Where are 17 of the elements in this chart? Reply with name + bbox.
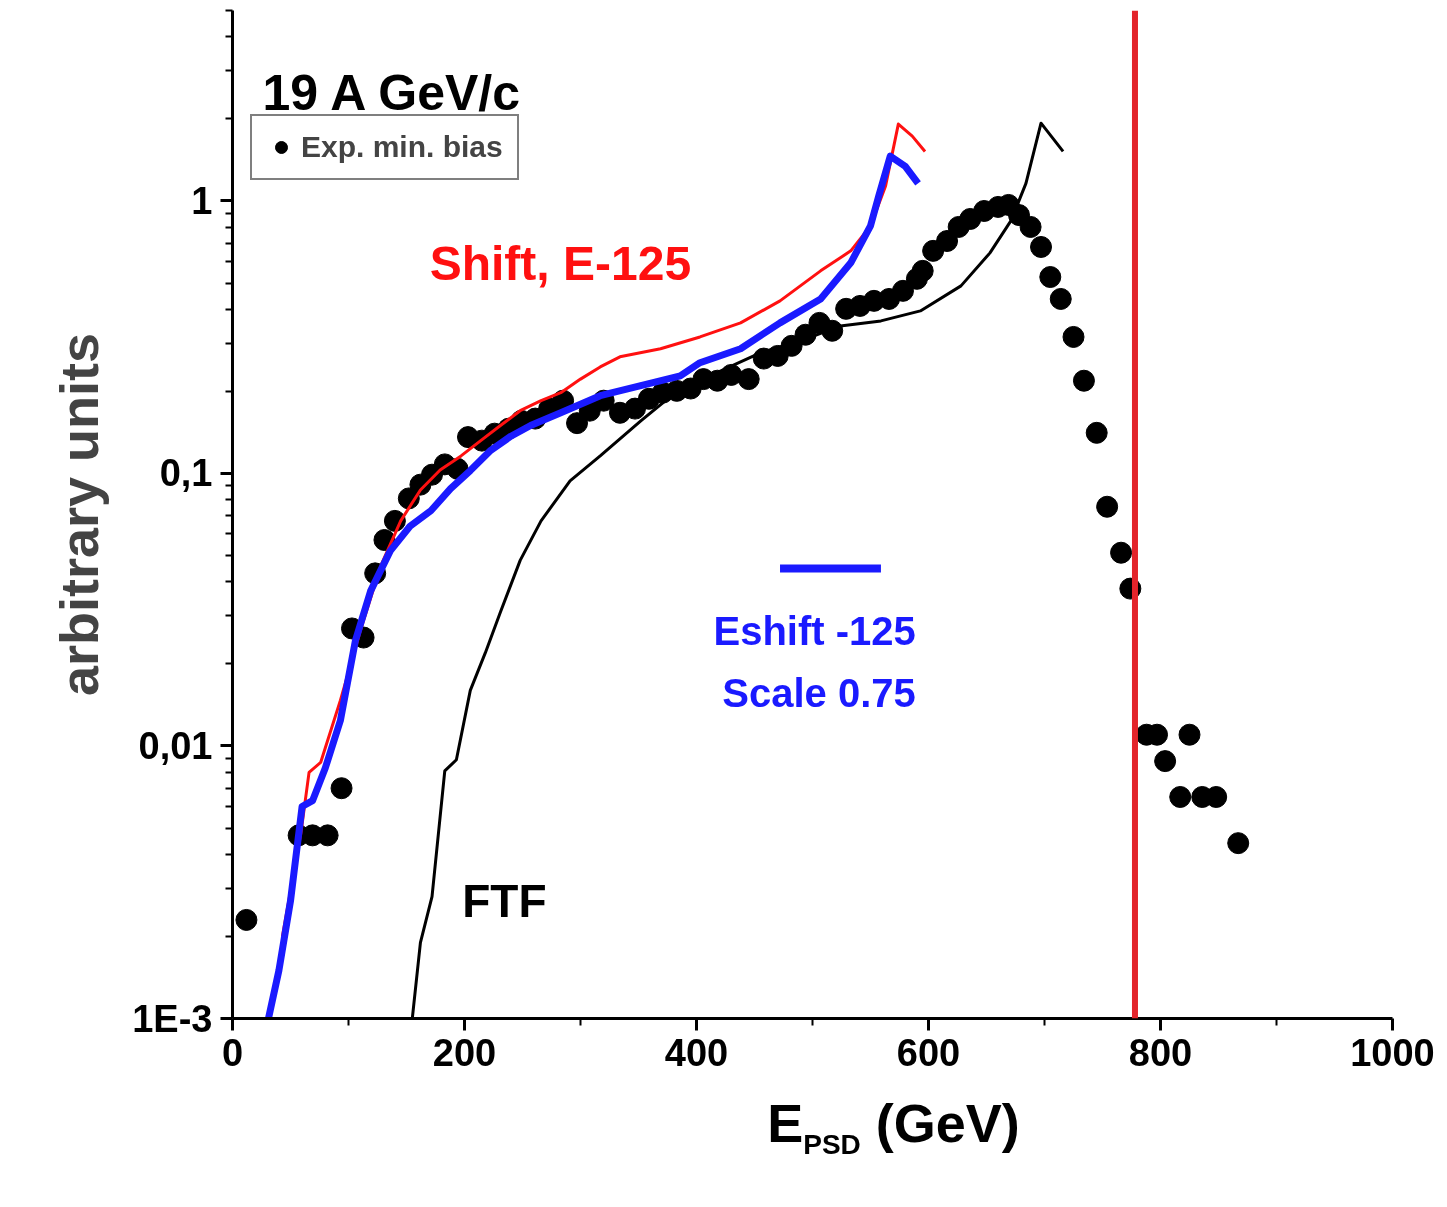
x-tick-label: 400 [664,1031,729,1074]
series-label: Shift, E-125 [429,236,692,290]
x-tick-label: 600 [896,1031,961,1074]
legend-label: Exp. min. bias [301,130,503,164]
x-axis-title: E$_{PSD}$ (GeV) [766,1093,1021,1162]
y-tick-label: 1 [191,179,213,222]
text: 19 A GeV/c [262,64,521,121]
x-tick-label: 200 [432,1031,497,1074]
y-axis-title: arbitrary units [49,332,110,697]
x-tick-label: 800 [1128,1031,1193,1074]
series-label: FTF [462,874,547,927]
x-tick-label: 0 [221,1031,244,1074]
y-tick-label: 1E-3 [132,997,213,1040]
y-tick-label: 0,1 [159,452,213,495]
text: Eshift -125 Scale 0.75 [713,608,916,715]
y-tick-label: 0,01 [138,724,213,767]
x-tick-label: 1000 [1350,1031,1435,1074]
